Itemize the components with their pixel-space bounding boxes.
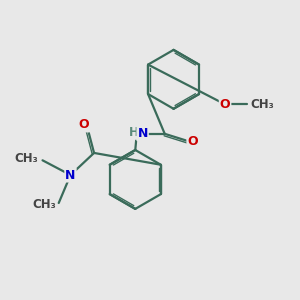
Text: O: O <box>220 98 230 111</box>
Text: H: H <box>129 126 139 139</box>
Text: CH₃: CH₃ <box>14 152 38 165</box>
Text: CH₃: CH₃ <box>32 198 56 211</box>
Text: CH₃: CH₃ <box>250 98 274 111</box>
Text: N: N <box>65 169 76 182</box>
Text: O: O <box>188 135 198 148</box>
Text: N: N <box>137 127 148 140</box>
Text: O: O <box>78 118 89 131</box>
